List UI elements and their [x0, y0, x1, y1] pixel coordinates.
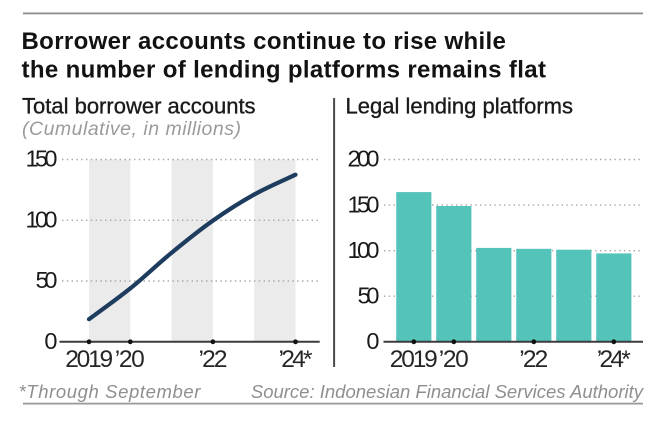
svg-text:Legal lending platforms: Legal lending platforms	[346, 94, 573, 119]
svg-text:the number of lending platform: the number of lending platforms remains …	[22, 57, 547, 84]
svg-text:50: 50	[358, 282, 380, 308]
svg-text:*Through September: *Through September	[19, 381, 202, 402]
svg-text:0: 0	[44, 328, 57, 354]
svg-text:(Cumulative, in millions): (Cumulative, in millions)	[22, 118, 241, 140]
svg-text:2019: 2019	[65, 346, 113, 373]
svg-text:’22: ’22	[199, 346, 228, 373]
svg-text:’24*: ’24*	[279, 346, 313, 373]
svg-text:Total borrower accounts: Total borrower accounts	[22, 94, 256, 119]
svg-text:100: 100	[348, 237, 380, 263]
svg-text:’24*: ’24*	[597, 346, 631, 373]
svg-text:2019: 2019	[390, 346, 438, 373]
svg-text:150: 150	[26, 146, 58, 172]
svg-text:50: 50	[36, 267, 58, 293]
svg-text:200: 200	[348, 146, 380, 172]
svg-text:100: 100	[26, 207, 58, 233]
svg-text:0: 0	[366, 328, 379, 354]
svg-text:’20: ’20	[439, 346, 469, 373]
svg-text:150: 150	[348, 191, 380, 217]
svg-text:’20: ’20	[115, 346, 145, 373]
svg-text:Borrower accounts continue to: Borrower accounts continue to rise while	[22, 28, 507, 55]
svg-text:Source: Indonesian Financial S: Source: Indonesian Financial Services Au…	[251, 381, 645, 402]
svg-text:’22: ’22	[519, 346, 548, 373]
